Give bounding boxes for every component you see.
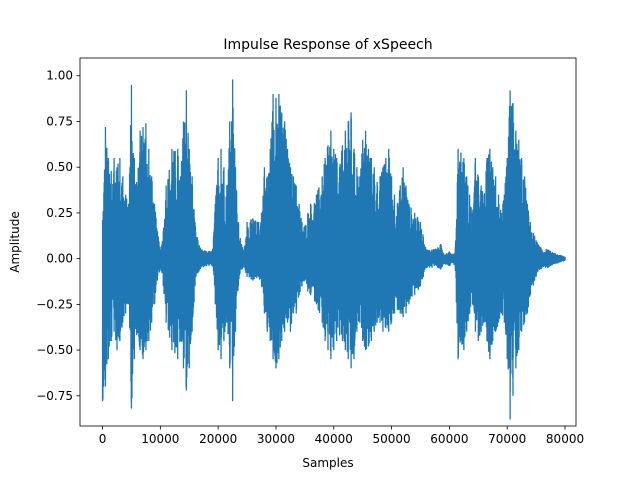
y-tick-label: 0.75 [46, 114, 73, 128]
y-tick-label: −0.75 [36, 389, 73, 403]
plot-area [101, 79, 566, 420]
y-tick-label: −0.25 [36, 297, 73, 311]
y-tick-label: −0.50 [36, 343, 73, 357]
x-tick-label: 70000 [488, 432, 526, 446]
axes-frame [79, 57, 577, 427]
x-tick-label: 40000 [315, 432, 353, 446]
x-tick-label: 80000 [546, 432, 584, 446]
y-axis-label: Amplitude [8, 211, 22, 273]
x-tick-label: 20000 [199, 432, 237, 446]
y-tick-label: 0.25 [46, 206, 73, 220]
x-tick-label: 30000 [257, 432, 295, 446]
waveform-series [101, 79, 566, 420]
x-tick-label: 10000 [141, 432, 179, 446]
chart-title: Impulse Response of xSpeech [223, 37, 432, 53]
axes: 0 10000 20000 30000 40000 50000 60000 70000 8000… [36, 57, 584, 446]
x-tick-label: 50000 [372, 432, 410, 446]
y-tick-label: 0.00 [46, 252, 73, 266]
y-tick-label: 1.00 [46, 69, 73, 83]
x-tick-label: 0 [99, 432, 107, 446]
x-tick-label: 60000 [430, 432, 468, 446]
x-axis-label: Samples [302, 456, 353, 470]
y-tick-label: 0.50 [46, 160, 73, 174]
